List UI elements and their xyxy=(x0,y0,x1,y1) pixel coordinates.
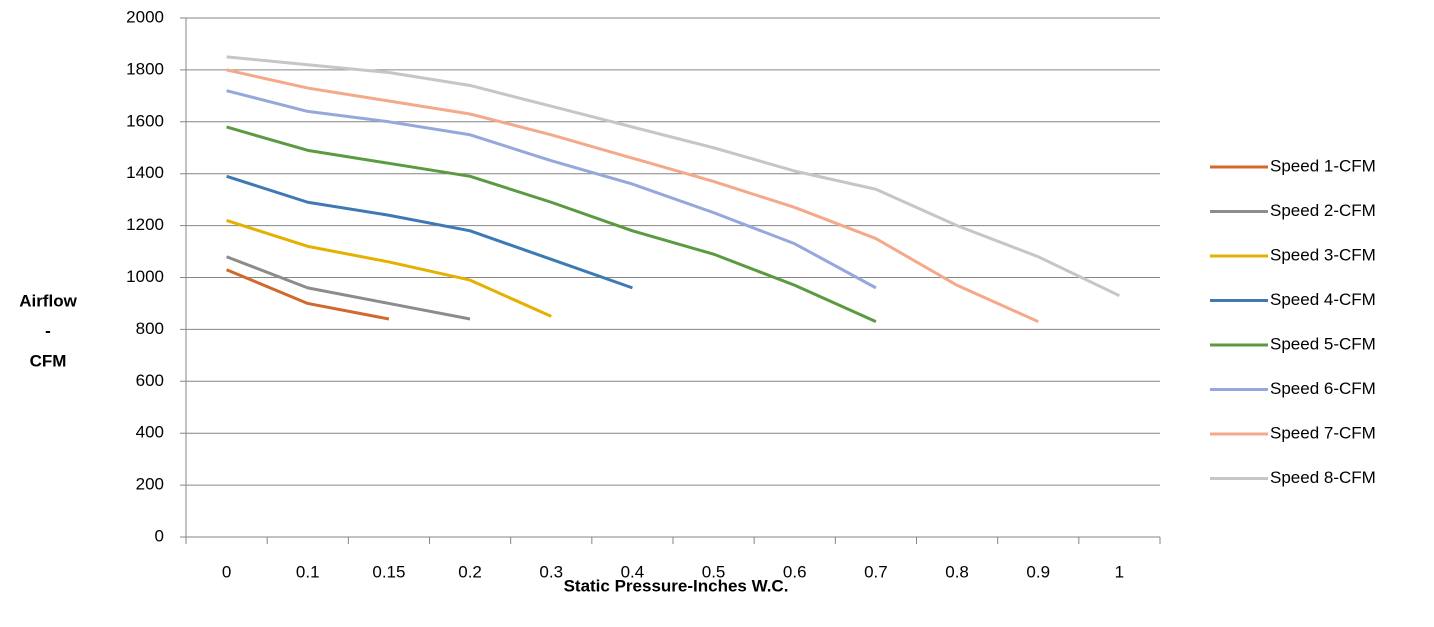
legend-label: Speed 8-CFM xyxy=(1270,468,1376,487)
y-tick-label: 600 xyxy=(136,371,164,390)
series-line xyxy=(226,268,390,321)
legend-label: Speed 7-CFM xyxy=(1270,423,1376,442)
legend-label: Speed 6-CFM xyxy=(1270,379,1376,398)
y-tick-label: 2000 xyxy=(126,7,164,26)
x-tick-label: 0.6 xyxy=(783,562,807,581)
series-line xyxy=(226,125,877,323)
x-tick-label: 0.1 xyxy=(296,562,320,581)
y-axis-label: CFM xyxy=(30,351,67,370)
series-line xyxy=(226,174,633,290)
legend-label: Speed 5-CFM xyxy=(1270,334,1376,353)
x-tick-label: 1 xyxy=(1115,562,1124,581)
x-tick-label: 0.4 xyxy=(621,562,645,581)
y-tick-label: 400 xyxy=(136,423,164,442)
y-tick-label: 1400 xyxy=(126,163,164,182)
x-tick-label: 0.5 xyxy=(702,562,726,581)
x-tick-label: 0.7 xyxy=(864,562,888,581)
y-tick-label: 800 xyxy=(136,319,164,338)
legend-label: Speed 3-CFM xyxy=(1270,245,1376,264)
y-axis-label: Airflow xyxy=(19,291,77,310)
legend-label: Speed 4-CFM xyxy=(1270,290,1376,309)
x-tick-label: 0.9 xyxy=(1026,562,1050,581)
y-tick-label: 1200 xyxy=(126,215,164,234)
x-tick-label: 0.8 xyxy=(945,562,969,581)
y-tick-label: 0 xyxy=(155,526,164,545)
series-line xyxy=(226,89,877,290)
x-tick-label: 0.2 xyxy=(458,562,482,581)
y-tick-label: 200 xyxy=(136,475,164,494)
series-line xyxy=(226,68,1039,323)
x-tick-label: 0.15 xyxy=(372,562,405,581)
series-line xyxy=(226,218,552,318)
x-axis-label: Static Pressure-Inches W.C. xyxy=(564,576,789,595)
y-tick-label: 1000 xyxy=(126,267,164,286)
y-tick-label: 1800 xyxy=(126,59,164,78)
x-tick-label: 0 xyxy=(222,562,231,581)
x-tick-label: 0.3 xyxy=(539,562,563,581)
series-line xyxy=(226,255,471,321)
legend-label: Speed 2-CFM xyxy=(1270,201,1376,220)
series-line xyxy=(226,55,1121,298)
y-axis-label: - xyxy=(45,321,51,340)
legend-label: Speed 1-CFM xyxy=(1270,156,1376,175)
y-tick-label: 1600 xyxy=(126,111,164,130)
